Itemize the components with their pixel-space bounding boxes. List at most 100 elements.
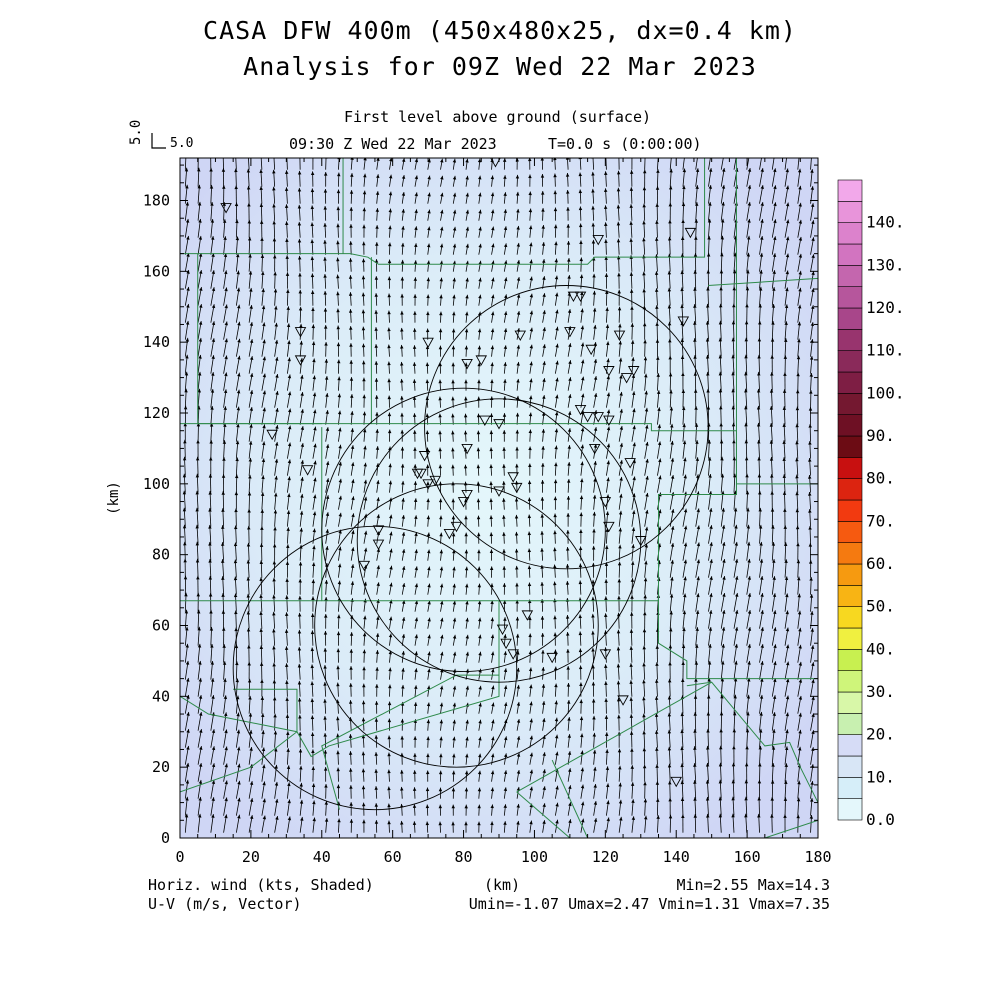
wind-vector [541, 242, 546, 255]
wind-vector [784, 644, 790, 663]
wind-vector [554, 326, 559, 340]
wind-vector [197, 745, 203, 765]
wind-vector [349, 377, 354, 391]
wind-vector [567, 717, 571, 731]
wind-vector [478, 753, 482, 765]
wind-vector [656, 169, 660, 187]
wind-vector [629, 238, 633, 255]
wind-vector [476, 447, 481, 459]
wind-vector [350, 445, 355, 459]
wind-vector [680, 729, 684, 748]
wind-vector [618, 799, 623, 816]
wind-vector [413, 260, 418, 272]
wind-vector [439, 566, 444, 578]
wind-vector [297, 663, 302, 680]
wind-vector [336, 716, 340, 731]
wind-vector [427, 685, 431, 697]
wind-vector [784, 253, 790, 272]
wind-vector [707, 439, 711, 459]
wind-vector [502, 447, 506, 459]
wind-vector [184, 728, 190, 748]
county-boundaries [180, 158, 818, 838]
wind-vector [731, 762, 736, 782]
wind-vector [285, 238, 289, 255]
wind-vector [210, 797, 215, 816]
wind-vector [720, 201, 725, 221]
wind-vector [426, 532, 431, 544]
colorbar-label: 80. [866, 469, 895, 488]
wind-vector [210, 236, 215, 255]
wind-vector [477, 345, 482, 357]
y-tick-label: 180 [143, 192, 170, 210]
wind-vector [759, 235, 764, 255]
wind-vector [503, 277, 508, 289]
wind-vector [222, 644, 226, 663]
wind-vector [668, 372, 673, 391]
wind-vector [210, 355, 215, 374]
wind-vector [310, 681, 314, 697]
wind-vector [616, 663, 621, 680]
wind-vector [210, 287, 216, 306]
wind-vector [644, 475, 649, 493]
wind-vector [400, 412, 404, 425]
wind-vector [349, 785, 353, 799]
wind-vector [490, 192, 495, 204]
colorbar-bin [837, 457, 863, 479]
wind-vector [195, 473, 200, 493]
wind-vector [554, 445, 558, 459]
wind-vector [667, 678, 672, 697]
wind-vector [387, 786, 391, 799]
wind-vector [642, 288, 646, 306]
wind-vector [682, 158, 685, 170]
wind-vector [438, 328, 443, 340]
wind-vector [323, 222, 327, 238]
wind-vector [374, 378, 379, 391]
wind-vector [221, 576, 225, 595]
wind-vector [299, 510, 304, 527]
wind-vector [529, 769, 534, 782]
wind-vector [376, 158, 380, 170]
wind-vector [208, 490, 212, 510]
wind-vector [718, 320, 723, 340]
wind-vector [580, 801, 585, 816]
wind-vector [502, 464, 506, 476]
wind-vector [349, 649, 354, 663]
wind-vector [376, 582, 380, 595]
wind-vector [629, 289, 634, 306]
wind-vector [694, 661, 699, 680]
wind-vector [465, 617, 469, 629]
wind-vector [668, 185, 673, 204]
wind-vector [503, 634, 507, 646]
colorbar-label: 130. [866, 255, 905, 274]
wind-vector [478, 277, 482, 289]
colorbar-bin [837, 393, 863, 415]
wind-vector [694, 219, 699, 238]
wind-vector [542, 344, 546, 357]
wind-vector [400, 786, 404, 799]
wind-vector [489, 566, 494, 578]
wind-vector [426, 277, 431, 289]
station-marker [677, 316, 690, 327]
wind-vector [363, 428, 367, 442]
wind-vector [695, 559, 701, 578]
wind-vector [235, 457, 239, 476]
wind-vector [324, 579, 329, 595]
wind-vector [695, 440, 699, 459]
wind-vector [797, 644, 802, 663]
wind-vector [567, 377, 572, 391]
wind-vector [720, 456, 724, 476]
wind-vector [540, 548, 544, 561]
wind-vector [756, 405, 761, 425]
wind-vector [527, 531, 532, 544]
wind-vector [643, 781, 647, 799]
wind-vector [478, 651, 482, 663]
wind-vector [414, 668, 418, 680]
wind-vector [208, 541, 212, 561]
wind-vector [197, 626, 201, 646]
wind-vector [759, 168, 764, 187]
wind-vector [720, 592, 726, 612]
wind-vector [655, 305, 659, 323]
wind-vector [478, 719, 482, 731]
wind-vector [323, 239, 327, 255]
wind-vector [349, 802, 353, 816]
